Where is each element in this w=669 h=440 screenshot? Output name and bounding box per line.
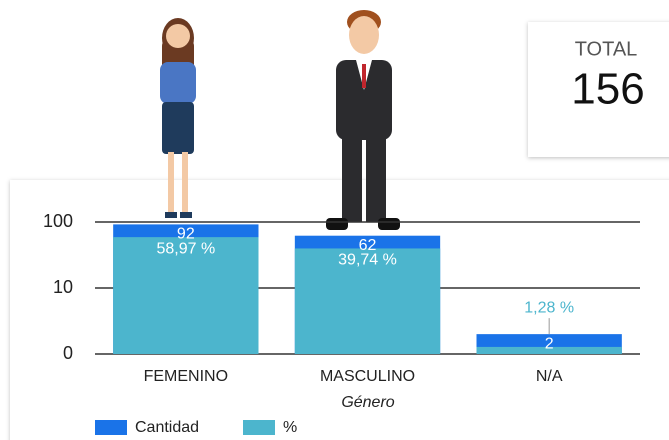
y-tick-label: 0 [63, 343, 73, 363]
total-value: 156 [571, 65, 644, 114]
data-label: 39,74 % [338, 252, 397, 269]
bar [113, 237, 259, 354]
x-tick-label: N/A [536, 368, 563, 385]
man-illustration [326, 10, 400, 230]
data-label: 1,28 % [524, 299, 574, 316]
total-card [528, 22, 669, 157]
x-tick-label: MASCULINO [320, 368, 415, 385]
bar [476, 346, 622, 354]
x-tick-label: FEMENINO [144, 368, 228, 385]
data-label: 2 [545, 335, 554, 352]
data-label: 62 [359, 237, 377, 254]
bar [294, 248, 441, 354]
legend-label: % [283, 419, 297, 436]
y-tick-label: 10 [53, 277, 73, 297]
y-tick-label: 100 [43, 211, 73, 231]
legend-swatch [95, 420, 127, 435]
woman-illustration [160, 18, 196, 218]
total-label: TOTAL [575, 38, 638, 60]
x-axis-title: Género [341, 394, 394, 411]
legend-label: Cantidad [135, 419, 199, 436]
data-label: 92 [177, 226, 195, 243]
data-label: 58,97 % [156, 240, 215, 257]
legend-swatch [243, 420, 275, 435]
